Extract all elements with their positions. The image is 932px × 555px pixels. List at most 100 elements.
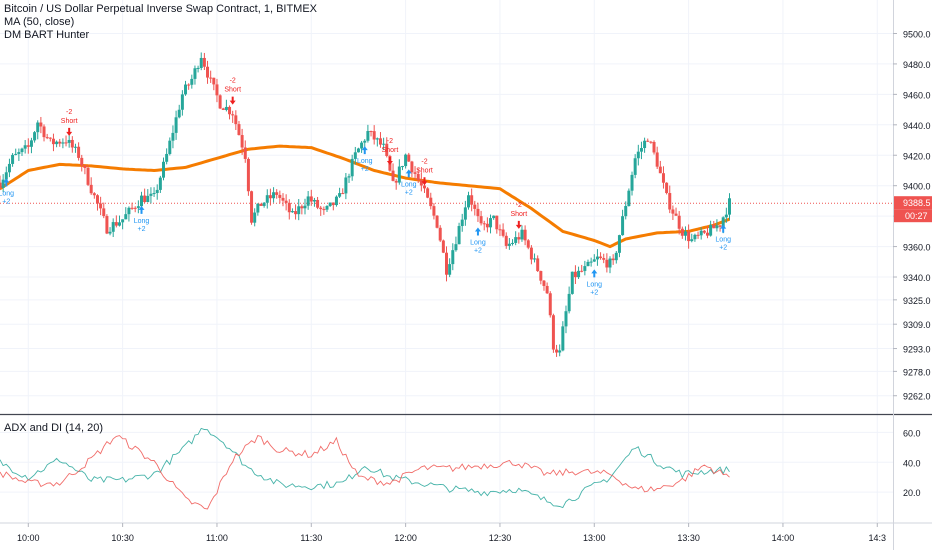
countdown-value: 00:27 <box>905 211 928 221</box>
short-arrow-icon <box>515 220 522 229</box>
candle <box>454 244 458 251</box>
candle <box>312 199 316 202</box>
candle <box>187 84 191 86</box>
candle <box>202 57 206 67</box>
ma-line <box>0 144 731 249</box>
candle <box>473 204 477 209</box>
candle <box>718 225 722 227</box>
signal-label: Short <box>382 147 399 154</box>
candle <box>573 271 577 278</box>
candle <box>143 195 147 203</box>
candle <box>624 206 628 217</box>
di-series-line <box>0 435 730 510</box>
candle <box>470 195 474 205</box>
candle <box>228 106 232 115</box>
signal-label: Long <box>0 190 14 197</box>
candle <box>608 258 612 268</box>
adx-legend[interactable]: ADX and DI (14, 20) <box>4 422 104 434</box>
candlestick-series <box>0 52 731 357</box>
candle <box>319 207 323 210</box>
candle <box>545 285 549 294</box>
candle <box>517 237 521 240</box>
candle <box>599 256 603 259</box>
time-tick-label: 14:00 <box>772 533 795 543</box>
candle <box>127 207 131 215</box>
candle <box>80 157 84 166</box>
candle <box>316 199 320 208</box>
candle <box>152 193 156 195</box>
candle <box>284 200 288 203</box>
candle <box>485 223 489 228</box>
candle <box>237 124 241 136</box>
short-arrow-icon <box>386 157 393 166</box>
candle <box>287 202 291 213</box>
candle <box>457 226 461 245</box>
signal-value: +2 <box>361 166 369 173</box>
candle <box>174 117 178 133</box>
candle <box>422 185 426 189</box>
candle <box>555 349 559 353</box>
symbol-title[interactable]: Bitcoin / US Dollar Perpetual Inverse Sw… <box>4 3 318 15</box>
candle <box>570 271 574 294</box>
candle <box>617 235 621 253</box>
candle <box>356 148 360 153</box>
candle <box>504 235 508 246</box>
ma-legend[interactable]: MA (50, close) <box>4 16 75 28</box>
time-tick-label: 10:00 <box>17 533 40 543</box>
candle <box>489 218 493 228</box>
signal-markers: Long+2-2ShortLong+2-2ShortLong+2-2ShortL… <box>0 78 731 297</box>
candle <box>218 95 222 109</box>
candle <box>665 182 669 194</box>
signal-label: Long <box>401 181 417 188</box>
candle <box>385 143 389 156</box>
candle <box>668 193 672 210</box>
indicator-legend[interactable]: DM BART Hunter <box>4 29 90 41</box>
candle <box>514 237 518 243</box>
candle <box>275 192 279 195</box>
signal-label: Long <box>357 158 373 165</box>
candle <box>190 78 194 85</box>
candle <box>294 211 298 215</box>
candle <box>1 179 5 188</box>
candle <box>341 193 345 195</box>
candle <box>0 182 2 188</box>
candle <box>661 173 665 183</box>
candle <box>259 203 263 206</box>
candle <box>215 84 219 96</box>
candle <box>680 228 684 236</box>
price-tick-label: 9278.0 <box>903 367 931 377</box>
candle <box>451 250 455 265</box>
candle <box>256 203 260 213</box>
signal-value: -2 <box>66 109 72 116</box>
long-arrow-icon <box>3 178 10 187</box>
candle <box>70 139 74 148</box>
time-tick-label: 11:00 <box>206 533 228 543</box>
price-tick-label: 9360.0 <box>903 243 931 253</box>
candle <box>102 208 106 217</box>
time-tick-label: 11:30 <box>300 533 322 543</box>
signal-value: +2 <box>138 226 146 233</box>
candle <box>699 230 703 236</box>
candle <box>303 205 307 209</box>
candle <box>73 146 77 148</box>
candle <box>627 190 631 207</box>
candle <box>77 146 81 158</box>
adx-tick-label: 60.0 <box>903 428 921 438</box>
candle <box>507 243 511 246</box>
candle <box>577 270 581 278</box>
candle <box>45 137 49 139</box>
axes[interactable]: 9500.09480.09460.09440.09420.09400.09380… <box>17 29 932 543</box>
candle <box>602 258 606 260</box>
candle <box>36 122 40 133</box>
candle <box>558 350 562 353</box>
candle <box>687 231 691 242</box>
candle <box>639 148 643 152</box>
candle <box>441 240 445 253</box>
candle <box>460 219 464 227</box>
candle <box>372 131 376 140</box>
candle <box>353 152 357 159</box>
candle <box>149 193 153 196</box>
